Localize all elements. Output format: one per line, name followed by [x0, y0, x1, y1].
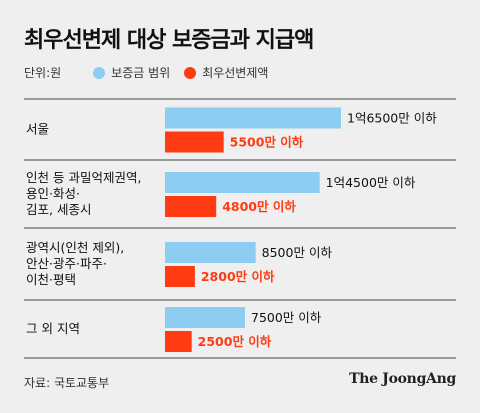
legend: 단위:원 보증금 범위 최우선변제액: [24, 64, 282, 81]
category-label-2-line-2: 이천·평택: [26, 272, 76, 287]
category-label-2-line-1: 안산·광주·파주·: [26, 256, 107, 271]
bar-deposit-1: [165, 172, 320, 193]
legend-swatch-deposit: [93, 66, 106, 79]
value-label-priority-repayment-2: 2800만 이하: [201, 269, 275, 284]
category-label-3-line-0: 그 외 지역: [26, 321, 80, 336]
bar-deposit-3: [165, 307, 245, 328]
legend-item-deposit: 보증금 범위: [93, 64, 170, 81]
legend-label-priority-repayment: 최우선변제액: [202, 66, 269, 80]
bar-priority-repayment-0: [165, 131, 224, 153]
bar-priority-repayment-2: [165, 266, 195, 287]
category-label-2-line-0: 광역시(인천 제외),: [26, 240, 124, 255]
value-label-priority-repayment-1: 4800만 이하: [222, 199, 296, 214]
chart-title: 최우선변제 대상 보증금과 지급액: [24, 28, 314, 53]
category-label-1-line-1: 용인·화성·: [26, 186, 80, 201]
legend-item-priority-repayment: 최우선변제액: [184, 64, 268, 81]
legend-label-deposit: 보증금 범위: [111, 66, 171, 80]
category-label-1-line-2: 김포, 세종시: [26, 202, 91, 217]
value-label-priority-repayment-0: 5500만 이하: [230, 135, 304, 150]
bar-deposit-0: [165, 107, 341, 129]
bar-priority-repayment-1: [165, 196, 217, 217]
category-label-0-line-0: 서울: [26, 122, 49, 137]
value-label-deposit-3: 7500만 이하: [251, 310, 322, 325]
category-label-1-line-0: 인천 등 과밀억제권역,: [26, 170, 141, 185]
value-label-deposit-2: 8500만 이하: [262, 245, 333, 260]
publisher-logo: The JoongAng: [349, 371, 456, 387]
bar-priority-repayment-3: [165, 331, 192, 352]
value-label-deposit-0: 1억6500만 이하: [347, 111, 437, 126]
bar-deposit-2: [165, 242, 256, 263]
legend-swatch-priority-repayment: [184, 66, 197, 79]
value-label-deposit-1: 1억4500만 이하: [326, 175, 416, 190]
source-note: 자료: 국토교통부: [24, 376, 110, 390]
value-label-priority-repayment-3: 2500만 이하: [198, 334, 272, 349]
unit-label: 단위:원: [24, 66, 62, 80]
